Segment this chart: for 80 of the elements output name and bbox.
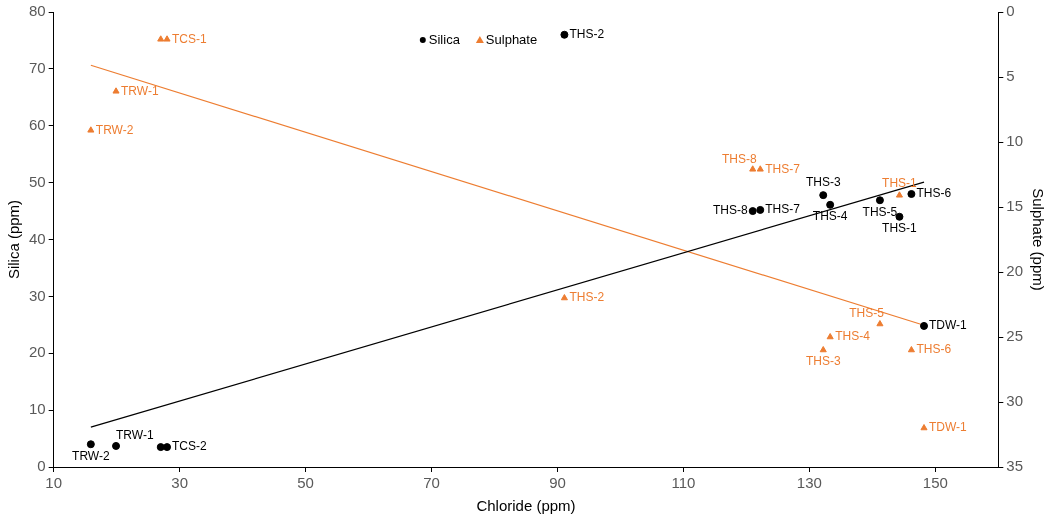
point bbox=[920, 321, 928, 330]
point bbox=[907, 190, 916, 198]
data-label: THS-1 bbox=[882, 175, 918, 190]
data-label: TDW-1 bbox=[929, 420, 968, 435]
point bbox=[756, 165, 764, 172]
y-tick-label: 70 bbox=[29, 59, 46, 77]
y-tick-label: 30 bbox=[29, 286, 46, 304]
y2-tick-label: 5 bbox=[1006, 67, 1015, 85]
data-label: THS-3 bbox=[805, 354, 841, 369]
y2-tick-label: 20 bbox=[1006, 262, 1023, 280]
point bbox=[157, 35, 165, 42]
x-tick-label: 50 bbox=[297, 474, 314, 492]
data-label: THS-4 bbox=[835, 329, 871, 344]
point bbox=[86, 440, 95, 449]
y-tick-label: 20 bbox=[29, 343, 46, 361]
x-tick-label: 30 bbox=[171, 474, 188, 492]
point bbox=[819, 191, 828, 200]
point bbox=[156, 443, 165, 452]
data-label: THS-7 bbox=[765, 202, 801, 217]
y2-tick-label: 35 bbox=[1006, 457, 1023, 475]
x-axis-title: Chloride (ppm) bbox=[476, 497, 576, 515]
point bbox=[87, 126, 95, 133]
y-tick-label: 60 bbox=[29, 115, 46, 133]
y-tick-label: 40 bbox=[29, 229, 46, 247]
y-tick-label: 80 bbox=[29, 2, 46, 20]
point bbox=[895, 191, 903, 198]
point bbox=[826, 200, 835, 209]
point bbox=[895, 212, 904, 221]
point bbox=[875, 196, 884, 205]
data-label: TDW-1 bbox=[929, 318, 968, 333]
y2-tick-label: 15 bbox=[1006, 197, 1023, 215]
data-label: TCS-1 bbox=[172, 31, 208, 46]
data-label: THS-5 bbox=[849, 306, 885, 321]
point bbox=[876, 320, 884, 327]
x-tick-label: 90 bbox=[549, 474, 566, 492]
point bbox=[112, 87, 120, 94]
data-label: THS-8 bbox=[722, 151, 758, 166]
y-tick-label: 50 bbox=[29, 172, 46, 190]
data-label: THS-2 bbox=[569, 290, 605, 305]
x-tick-label: 110 bbox=[671, 474, 696, 492]
point bbox=[826, 333, 834, 340]
point bbox=[756, 205, 765, 214]
data-label: THS-6 bbox=[916, 342, 952, 357]
x-tick-label: 150 bbox=[922, 474, 948, 492]
legend-label: Sulphate bbox=[485, 31, 538, 47]
y2-tick-label: 10 bbox=[1006, 132, 1023, 150]
point bbox=[112, 441, 121, 450]
x-tick-label: 130 bbox=[796, 474, 822, 492]
point bbox=[560, 30, 569, 39]
data-label: THS-6 bbox=[916, 186, 952, 201]
point bbox=[163, 35, 171, 42]
data-label: TCS-2 bbox=[172, 439, 208, 454]
y2-tick-label: 30 bbox=[1006, 392, 1023, 410]
data-label: THS-4 bbox=[812, 209, 848, 224]
y-tick-label: 10 bbox=[29, 400, 46, 418]
y2-tick-label: 25 bbox=[1006, 327, 1023, 345]
data-label: THS-7 bbox=[765, 161, 801, 176]
data-label: TRW-1 bbox=[121, 83, 159, 98]
data-label: THS-2 bbox=[569, 27, 605, 42]
legend-label: Silica bbox=[428, 31, 461, 47]
x-tick-label: 10 bbox=[45, 474, 63, 492]
data-label: TRW-1 bbox=[116, 428, 154, 443]
y2-axis-title: Sulphate (ppm) bbox=[1029, 188, 1047, 291]
point bbox=[749, 165, 757, 172]
point bbox=[819, 346, 827, 353]
data-label: TRW-2 bbox=[72, 448, 110, 463]
point bbox=[163, 443, 172, 452]
data-label: TRW-2 bbox=[95, 122, 134, 137]
data-label: THS-3 bbox=[805, 175, 841, 190]
x-tick-label: 70 bbox=[423, 474, 440, 492]
data-label: THS-5 bbox=[862, 204, 898, 219]
point bbox=[907, 346, 915, 353]
y-tick-label: 0 bbox=[37, 457, 46, 475]
point bbox=[748, 207, 757, 216]
data-label: THS-1 bbox=[882, 221, 918, 236]
y2-tick-label: 0 bbox=[1006, 2, 1015, 20]
data-label: THS-8 bbox=[713, 203, 749, 218]
point bbox=[560, 294, 568, 301]
point bbox=[920, 424, 928, 431]
y-axis-title: Silica (ppm) bbox=[5, 199, 23, 280]
